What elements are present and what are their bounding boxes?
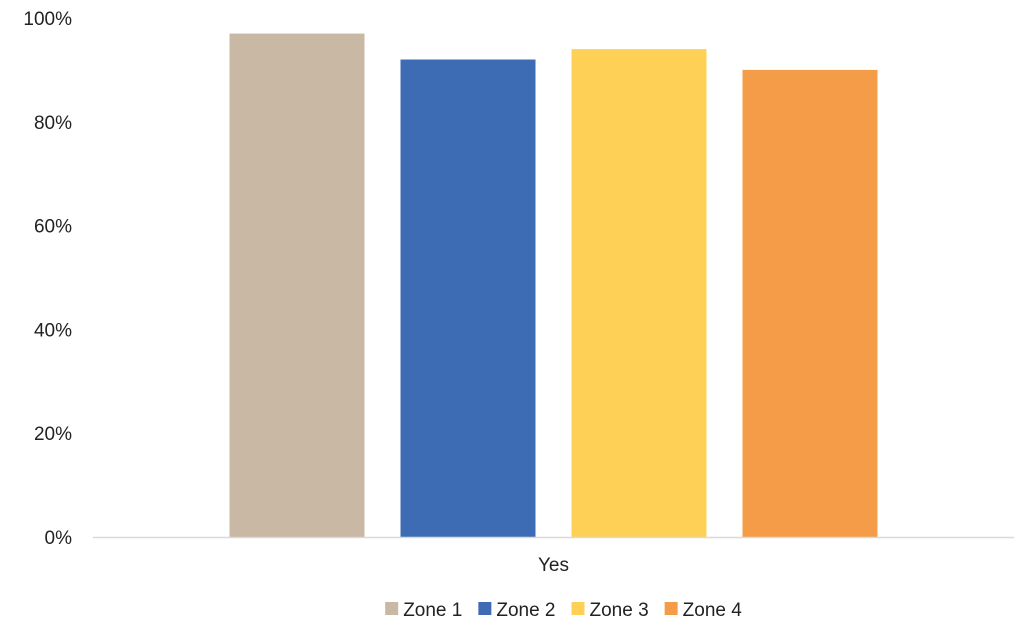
legend-item: Zone 4: [664, 600, 743, 621]
legend-item: Zone 2: [478, 600, 556, 621]
y-tick-label: 60%: [34, 217, 72, 238]
legend-swatch: [571, 602, 585, 615]
x-axis: Yes: [93, 536, 1014, 576]
legend-label: Zone 3: [590, 600, 649, 621]
legend-item: Zone 3: [571, 600, 649, 621]
legend-swatch: [385, 602, 399, 615]
legend-label: Zone 2: [496, 600, 555, 621]
bars-group: [229, 33, 878, 538]
x-category-label: Yes: [538, 555, 569, 576]
legend-label: Zone 4: [683, 600, 743, 621]
y-tick-label: 20%: [34, 424, 72, 445]
bar-zone-1: [229, 33, 365, 537]
y-tick-label: 0%: [45, 528, 73, 549]
y-tick-label: 40%: [34, 320, 72, 341]
legend-swatch: [664, 602, 678, 615]
bar-zone-4: [742, 69, 878, 538]
y-tick-label: 80%: [34, 113, 72, 134]
y-axis: 0% 20% 40% 60% 80% 100%: [23, 9, 72, 549]
legend-item: Zone 1: [385, 600, 462, 621]
legend-label: Zone 1: [403, 600, 462, 621]
legend-swatch: [478, 602, 492, 615]
y-tick-label: 100%: [23, 9, 72, 30]
bar-zone-3: [571, 49, 707, 537]
legend: Zone 1 Zone 2 Zone 3 Zone 4: [385, 600, 742, 621]
bar-zone-2: [400, 59, 536, 538]
